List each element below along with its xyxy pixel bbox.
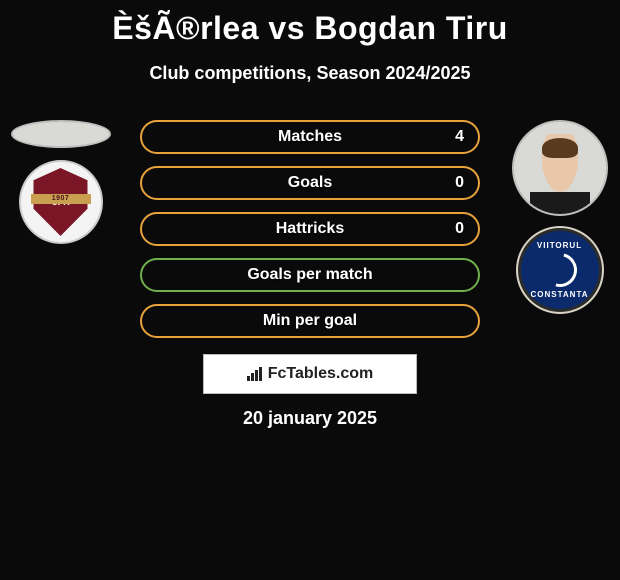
player-photo-right — [512, 120, 608, 216]
brand-text: FcTables.com — [268, 365, 374, 383]
stat-label: Hattricks — [276, 220, 344, 238]
stat-value-right: 4 — [455, 128, 464, 146]
stat-row: Hattricks 0 — [140, 212, 480, 246]
page-title: ÈšÃ®rlea vs Bogdan Tiru — [0, 0, 620, 47]
stat-value-right: 0 — [455, 174, 464, 192]
stat-row: Goals 0 — [140, 166, 480, 200]
viitorul-swoosh-icon — [536, 247, 582, 293]
club-badge-left: CFR 1907 — [19, 160, 103, 244]
stat-row: Matches 4 — [140, 120, 480, 154]
player-photo-left — [11, 120, 111, 148]
stat-label: Matches — [278, 128, 342, 146]
viitorul-top-text: VIITORUL — [521, 241, 599, 250]
subtitle: Club competitions, Season 2024/2025 — [0, 63, 620, 84]
cfr-year-band: 1907 — [31, 194, 91, 204]
stat-row: Goals per match — [140, 258, 480, 292]
viitorul-bottom-text: CONSTANTA — [521, 290, 599, 299]
stats-container: Matches 4 Goals 0 Hattricks 0 Goals per match M… — [140, 120, 480, 350]
stat-row: Min per goal — [140, 304, 480, 338]
stat-label: Goals — [288, 174, 332, 192]
stat-label: Goals per match — [247, 266, 372, 284]
brand-box[interactable]: FcTables.com — [203, 354, 417, 394]
face-placeholder — [530, 134, 590, 214]
club-badge-right: VIITORUL CONSTANTA — [518, 228, 602, 312]
stat-value-right: 0 — [455, 220, 464, 238]
left-player-column: CFR 1907 — [8, 120, 113, 244]
chart-icon — [247, 367, 262, 381]
stat-label: Min per goal — [263, 312, 357, 330]
date-text: 20 january 2025 — [0, 408, 620, 429]
right-player-column: VIITORUL CONSTANTA — [507, 120, 612, 312]
